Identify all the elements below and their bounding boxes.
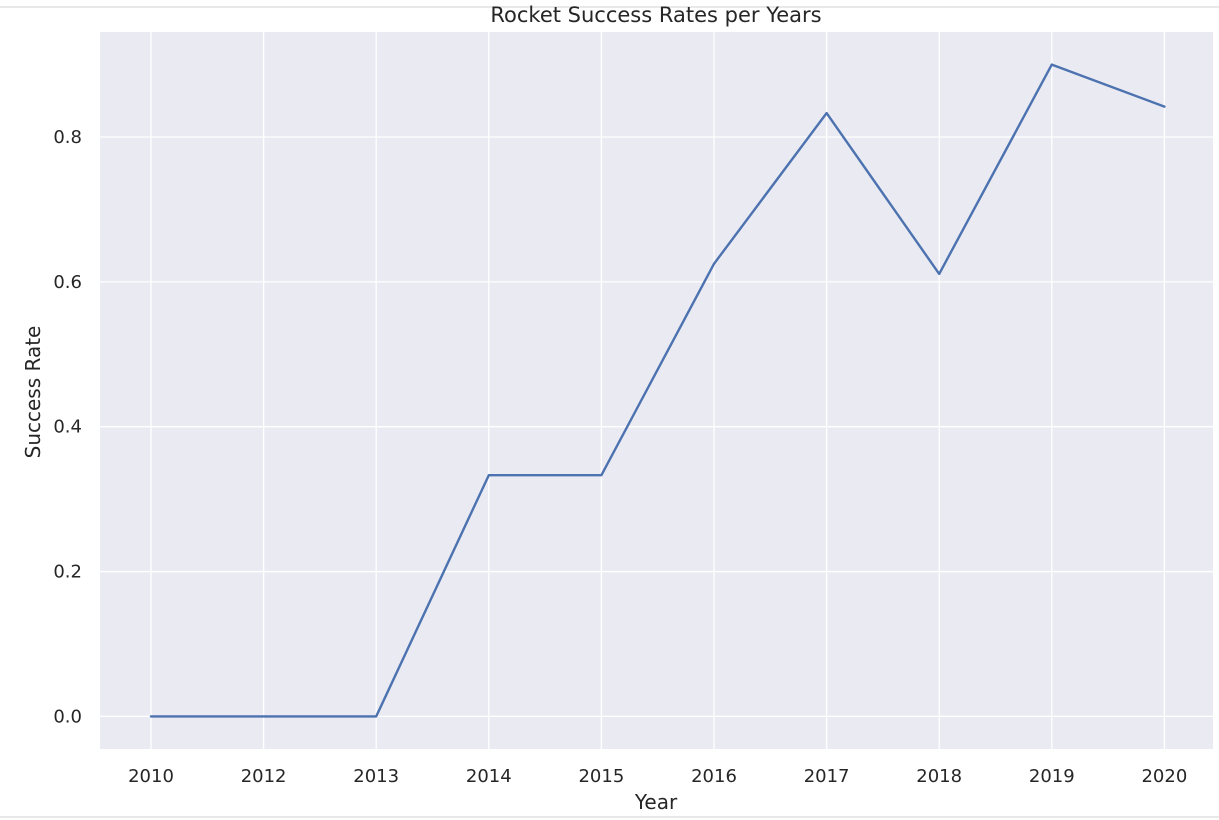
chart-title: Rocket Success Rates per Years bbox=[490, 3, 821, 27]
x-gridlines bbox=[150, 32, 1166, 749]
y-tick-label: 0.4 bbox=[53, 417, 82, 438]
y-gridlines bbox=[100, 136, 1213, 718]
plot-area bbox=[100, 32, 1213, 749]
x-tick-label: 2013 bbox=[353, 766, 399, 787]
y-tick-labels: 0.0 0.2 0.4 0.6 0.8 bbox=[53, 127, 82, 727]
y-tick-label: 0.8 bbox=[53, 127, 82, 148]
y-tick-label: 0.6 bbox=[53, 272, 82, 293]
x-tick-label: 2014 bbox=[466, 766, 512, 787]
x-tick-label: 2015 bbox=[578, 766, 624, 787]
x-tick-label: 2016 bbox=[691, 766, 737, 787]
x-tick-label: 2012 bbox=[241, 766, 287, 787]
y-tick-label: 0.0 bbox=[53, 706, 82, 727]
x-tick-labels: 2010 2012 2013 2014 2015 2016 2017 2018 2019 2020 bbox=[128, 766, 1187, 787]
x-tick-label: 2018 bbox=[916, 766, 962, 787]
y-axis-label: Success Rate bbox=[21, 326, 45, 459]
x-tick-label: 2017 bbox=[804, 766, 850, 787]
x-tick-label: 2010 bbox=[128, 766, 174, 787]
y-tick-label: 0.2 bbox=[53, 562, 82, 583]
success-rate-line bbox=[149, 63, 1166, 718]
series-layer bbox=[149, 63, 1166, 718]
x-tick-label: 2019 bbox=[1029, 766, 1075, 787]
x-tick-label: 2020 bbox=[1141, 766, 1187, 787]
x-axis-label: Year bbox=[634, 790, 678, 814]
